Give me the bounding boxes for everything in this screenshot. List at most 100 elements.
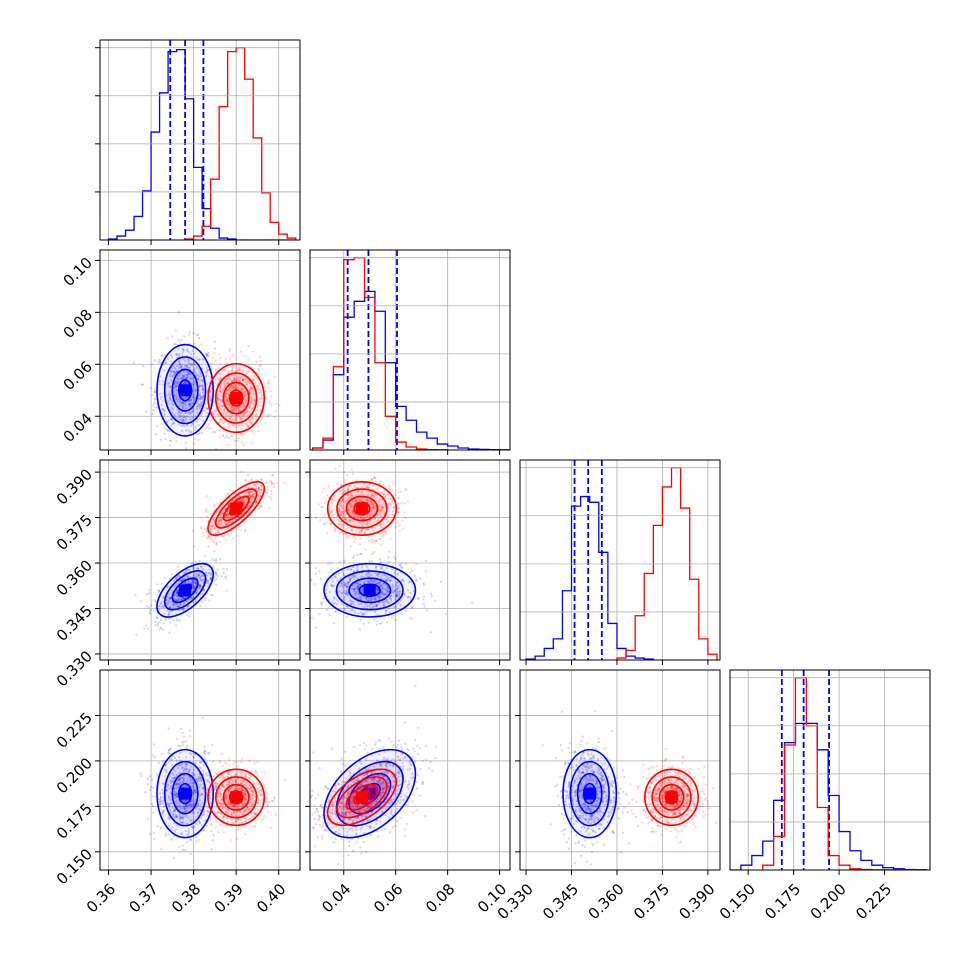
sample-point [380, 516, 383, 519]
sample-point [186, 382, 190, 385]
sample-point [152, 811, 155, 814]
sample-point [202, 829, 205, 832]
sample-point [157, 604, 161, 608]
sample-point [212, 565, 215, 568]
sample-point [193, 388, 196, 391]
sample-point [363, 517, 366, 520]
sample-point [199, 405, 202, 408]
sample-point [200, 565, 203, 568]
sample-point [182, 577, 185, 580]
sample-point [379, 480, 382, 483]
sample-point [214, 571, 218, 574]
sample-point [344, 582, 347, 585]
sample-point [184, 416, 187, 419]
sample-point [353, 588, 356, 591]
sample-point [267, 381, 270, 384]
sample-point [219, 513, 222, 516]
sample-point [187, 375, 190, 378]
sample-point [235, 406, 238, 409]
sample-point [401, 578, 404, 581]
sample-point [350, 609, 353, 612]
sample-point [367, 572, 370, 575]
sample-point [196, 407, 199, 410]
sample-point [176, 595, 179, 598]
sample-point [224, 402, 228, 405]
sample-point [330, 498, 333, 501]
sample-point [335, 603, 339, 606]
sample-point [238, 378, 241, 381]
sample-point [166, 428, 169, 431]
sample-point [148, 606, 151, 609]
sample-point [172, 602, 175, 605]
sample-point [225, 382, 228, 385]
sample-point [169, 621, 172, 624]
sample-point [225, 390, 229, 393]
sample-point [365, 573, 368, 576]
sample-point [198, 375, 201, 378]
sample-point [242, 378, 245, 381]
sample-point [179, 394, 183, 397]
sample-point [173, 382, 176, 386]
sample-point [223, 528, 226, 531]
sample-point [177, 604, 181, 607]
sample-point [331, 585, 335, 588]
sample-point [199, 565, 202, 569]
sample-point [374, 598, 378, 601]
sample-point [169, 606, 172, 609]
sample-point [408, 580, 411, 584]
sample-point [248, 412, 251, 415]
sample-point [154, 433, 157, 436]
sample-point [203, 588, 206, 591]
sample-point [234, 417, 237, 420]
sample-point [397, 502, 400, 505]
sample-point [198, 371, 201, 374]
sample-point [169, 378, 172, 381]
sample-point [229, 415, 232, 418]
sample-point [219, 516, 222, 519]
sample-point [394, 593, 397, 596]
sample-point [341, 591, 344, 595]
sample-point [217, 402, 220, 405]
sample-point [376, 487, 379, 490]
sample-point [225, 377, 228, 381]
sample-point [411, 605, 414, 609]
sample-point [363, 531, 366, 535]
sample-point [191, 596, 194, 599]
sample-point [375, 605, 378, 608]
sample-point [248, 492, 251, 495]
sample-point [182, 414, 185, 417]
sample-point [347, 497, 350, 500]
sample-point [175, 594, 178, 597]
sample-point [393, 591, 396, 594]
sample-point [171, 400, 174, 403]
sample-point [395, 594, 398, 597]
sample-point [362, 493, 365, 496]
sample-point [382, 601, 385, 604]
sample-point [199, 403, 202, 406]
sample-point [180, 598, 183, 602]
sample-point [371, 496, 375, 499]
sample-point [231, 369, 234, 372]
sample-point [233, 384, 236, 387]
sample-point [340, 582, 343, 585]
sample-point [209, 368, 213, 371]
sample-point [188, 330, 191, 333]
sample-point [341, 499, 344, 502]
sample-point [231, 520, 234, 523]
sample-point [213, 550, 216, 553]
sample-point [401, 519, 404, 522]
sample-point [251, 495, 254, 498]
sample-point [220, 518, 223, 521]
sample-point [170, 418, 173, 421]
sample-point [185, 407, 188, 410]
sample-point [265, 390, 268, 393]
sample-point [151, 802, 154, 806]
sample-point [373, 476, 376, 479]
sample-point [158, 380, 161, 383]
sample-point [192, 370, 195, 373]
sample-point [409, 591, 412, 595]
sample-point [269, 495, 272, 499]
sample-point [346, 506, 350, 509]
sample-point [230, 408, 234, 411]
sample-point [273, 416, 276, 419]
